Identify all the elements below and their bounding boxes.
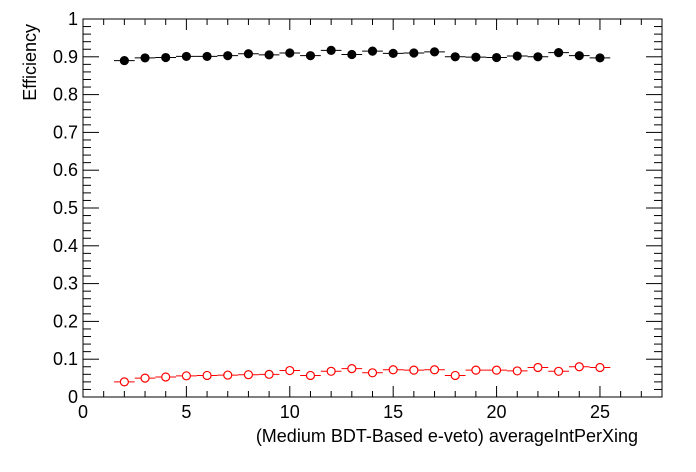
data-point-filled: [285, 48, 295, 58]
data-point-filled: [243, 49, 254, 59]
data-point-open: [264, 369, 274, 379]
x-axis-label: (Medium BDT-Based e-veto) averageIntPerX…: [256, 426, 638, 446]
data-point-open: [388, 365, 398, 375]
y-tick-label: 0.8: [53, 85, 78, 105]
data-point-filled: [574, 51, 584, 61]
data-point-filled: [140, 53, 150, 63]
data-point-open: [367, 368, 378, 378]
data-point-open: [574, 362, 584, 372]
y-tick-label: 0.3: [53, 274, 78, 294]
data-point-filled: [264, 50, 274, 60]
data-point-open: [409, 365, 419, 375]
y-axis-label: Efficiency: [20, 24, 40, 101]
data-point-open: [533, 362, 543, 373]
x-tick-label: 0: [78, 402, 88, 422]
data-point-filled: [181, 51, 191, 62]
error-bars: [114, 49, 611, 383]
y-tick-label: 0.7: [53, 122, 78, 142]
x-tick-label: 15: [383, 402, 403, 422]
data-point-filled: [367, 46, 378, 56]
data-point-open: [429, 365, 440, 375]
y-tick-label: 0.2: [53, 311, 78, 331]
data-point-open: [243, 370, 254, 380]
data-point-open: [223, 370, 233, 380]
data-point-open: [202, 370, 212, 381]
data-point-open: [595, 362, 605, 373]
data-point-open: [450, 370, 460, 381]
data-point-filled: [347, 49, 357, 60]
data-point-open: [326, 366, 336, 376]
data-point-filled: [450, 52, 460, 62]
data-point-filled: [326, 45, 336, 55]
data-point-filled: [512, 51, 522, 61]
y-tick-label: 0.1: [53, 349, 78, 369]
data-point-filled: [223, 51, 233, 61]
data-point-open: [119, 377, 129, 387]
data-point-filled: [202, 51, 212, 62]
axis-ticks: [82, 18, 663, 398]
data-point-open: [512, 366, 522, 376]
y-tick-label: 0.6: [53, 160, 78, 180]
data-point-filled: [119, 55, 129, 66]
data-point-filled: [388, 48, 398, 58]
data-point-open: [285, 365, 295, 376]
y-tick-label: 0.4: [53, 236, 78, 256]
data-point-filled: [409, 48, 419, 58]
data-point-filled: [554, 48, 564, 58]
x-tick-label: 20: [487, 402, 507, 422]
data-point-open: [554, 366, 564, 376]
plot-frame: [82, 18, 663, 398]
data-point-filled: [305, 51, 316, 61]
y-tick-label: 0: [68, 387, 78, 407]
data-point-filled: [533, 52, 543, 62]
x-tick-label: 10: [280, 402, 300, 422]
y-tick-label: 1: [68, 9, 78, 29]
data-point-open: [347, 364, 357, 374]
y-tick-label: 0.5: [53, 198, 78, 218]
data-point-open: [140, 373, 150, 383]
data-markers: [119, 45, 605, 387]
data-point-filled: [595, 53, 605, 63]
x-tick-label: 25: [590, 402, 610, 422]
data-point-filled: [471, 52, 481, 62]
data-point-open: [181, 371, 191, 381]
data-point-open: [471, 365, 481, 375]
data-point-open: [305, 370, 316, 381]
data-point-open: [161, 372, 171, 382]
data-point-filled: [429, 47, 440, 57]
data-point-open: [491, 365, 502, 375]
data-point-filled: [161, 52, 171, 63]
tick-labels: 0 5 10 15 20 25 0 0.1 0.2 0.3 0.4 0.5 0.6 0.7 0.8 0.9 1: [53, 9, 610, 422]
x-tick-label: 5: [181, 402, 191, 422]
y-tick-label: 0.9: [53, 47, 78, 67]
data-point-filled: [491, 52, 502, 63]
